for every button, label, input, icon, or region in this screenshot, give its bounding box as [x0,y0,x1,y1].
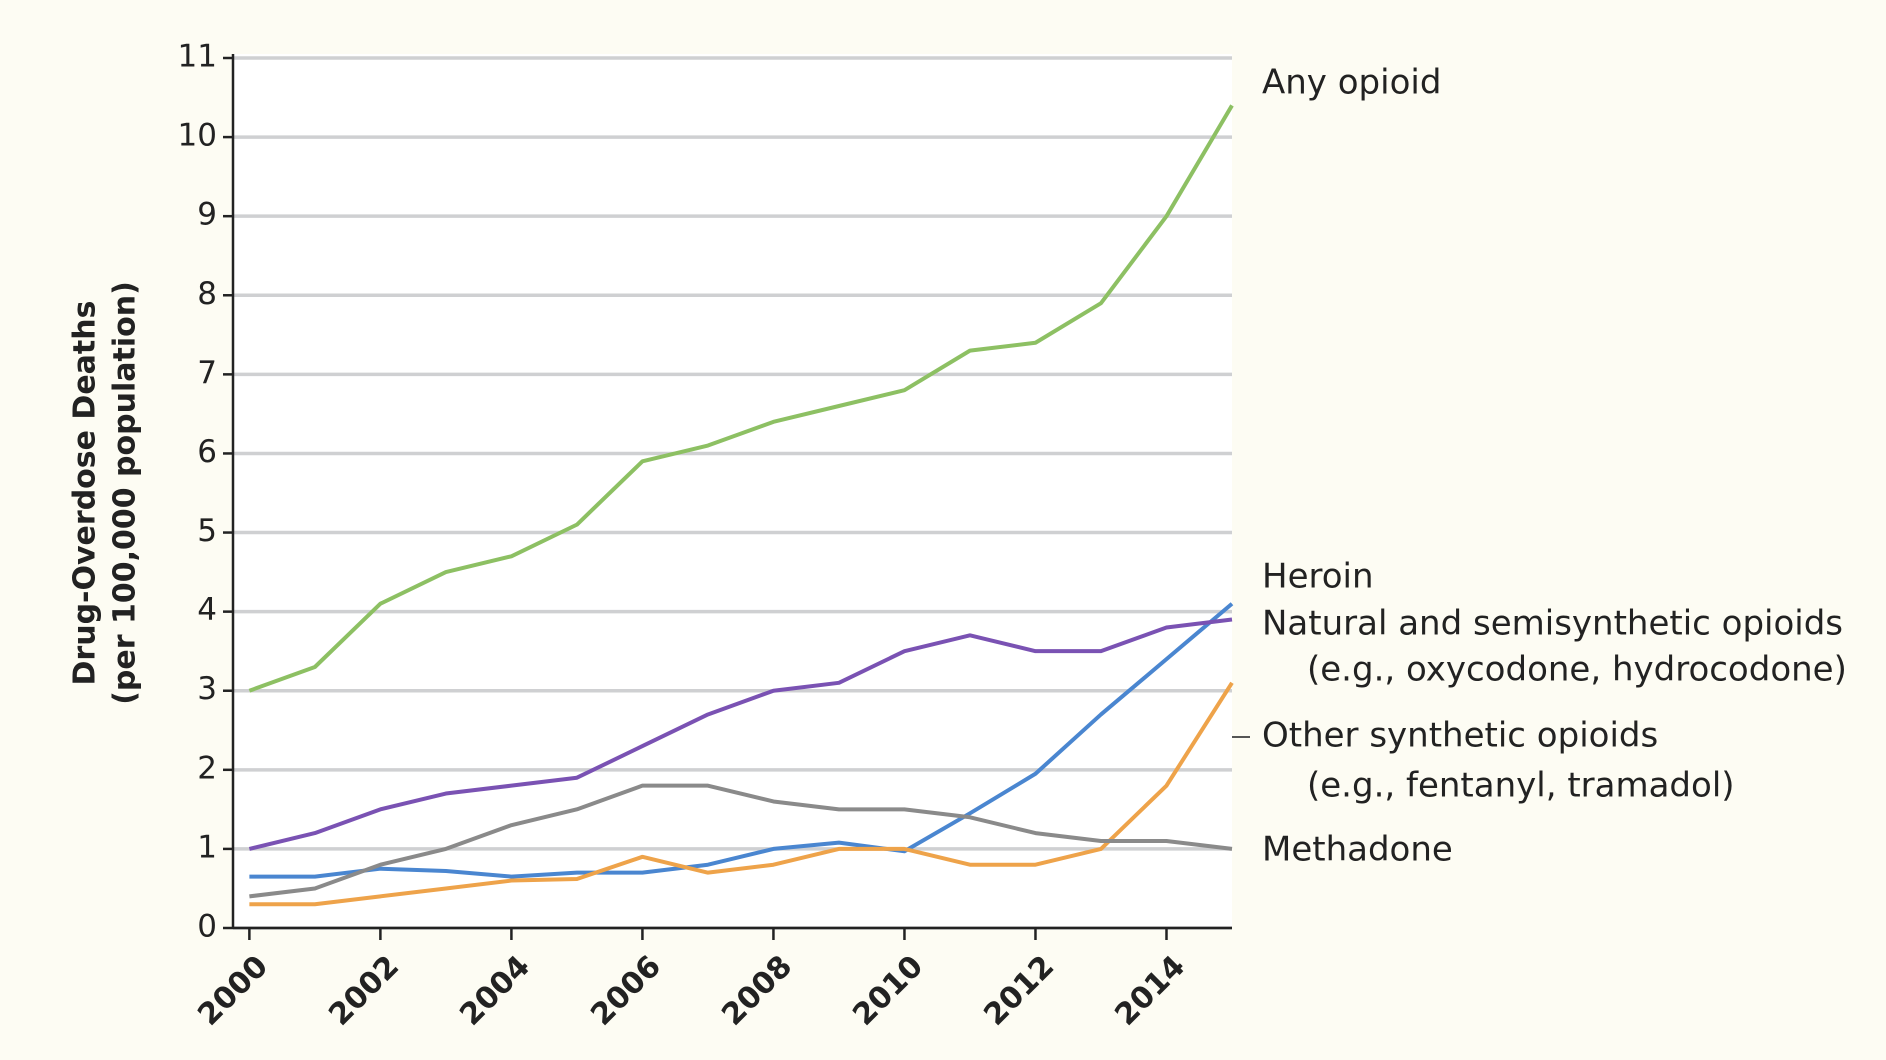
y-tick-label: 9 [197,197,217,233]
y-tick-label: 11 [178,39,217,75]
plot-area [233,54,1232,928]
y-tick-label: 5 [197,513,217,549]
y-tick-label: 3 [197,671,217,707]
y-tick-label: 6 [197,434,217,470]
y-tick-label: 8 [197,276,217,312]
series-line [248,617,1233,851]
series-label: Natural and semisynthetic opioids [1262,604,1843,644]
series-label: Methadone [1262,830,1453,870]
y-tick-label: 1 [197,829,217,865]
series-line [248,104,1234,693]
y-label-line: (per 100,000 population) [108,281,143,705]
y-tick-label: 4 [197,592,217,628]
series-label: Any opioid [1262,63,1441,103]
y-tick-label: 7 [197,355,217,391]
y-axis-title: Drug-Overdose Deaths (per 100,000 popula… [68,281,143,705]
series-example: (e.g., fentanyl, tramadol) [1307,766,1735,806]
y-tick-label: 0 [197,909,217,945]
series-line [249,783,1233,899]
y-tick-label: 2 [197,750,217,786]
y-label-line: Drug-Overdose Deaths [68,301,103,686]
series-example: (e.g., oxycodone, hydrocodone) [1307,650,1847,690]
y-tick-label: 10 [178,118,217,154]
series-line [249,681,1234,907]
series-label: Heroin [1262,557,1374,597]
series-label: Other synthetic opioids [1262,716,1658,756]
series-line [249,602,1234,879]
